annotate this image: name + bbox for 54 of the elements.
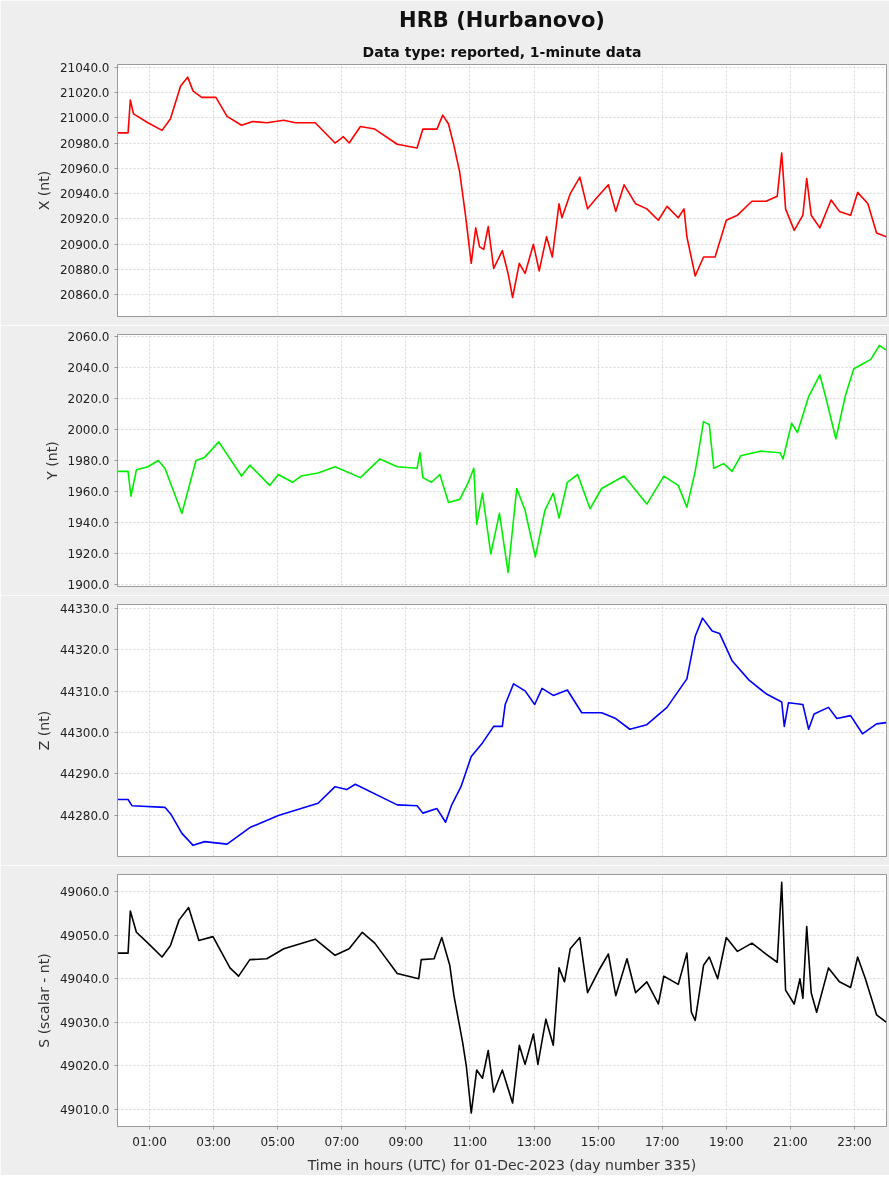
line-series — [117, 617, 887, 847]
y-tick-label: 1920.0 — [67, 547, 110, 562]
y-tick-label: 44300.0 — [59, 726, 110, 741]
y-tick-label: 2020.0 — [67, 391, 110, 406]
y-tick-label: 2040.0 — [67, 360, 110, 375]
y-tick-label: 2060.0 — [67, 329, 110, 344]
x-tick-label: 17:00 — [644, 1134, 680, 1149]
y-tick-label: 21040.0 — [59, 60, 110, 75]
y-axis-title: Y (nt) — [43, 441, 60, 481]
line-series — [117, 881, 887, 1114]
y-tick-label: 44330.0 — [59, 602, 110, 617]
x-tick-label: 13:00 — [516, 1134, 552, 1149]
y-tick-label: 20960.0 — [59, 161, 110, 176]
y-tick-label: 21000.0 — [59, 111, 110, 126]
y-tick-label: 44320.0 — [59, 643, 110, 658]
y-axis-title: S (scalar - nt) — [35, 953, 52, 1048]
y-tick-label: 20920.0 — [59, 212, 110, 227]
y-tick-label: 49060.0 — [59, 885, 110, 900]
chart-title: HRB (Hurbanovo) — [399, 7, 605, 32]
x-axis-title: Time in hours (UTC) for 01-Dec-2023 (day number 335) — [306, 1156, 697, 1173]
y-tick-label: 49030.0 — [59, 1015, 110, 1030]
line-series — [117, 76, 887, 299]
x-tick-label: 07:00 — [324, 1134, 360, 1149]
chart-subtitle: Data type: reported, 1-minute data — [362, 43, 642, 60]
y-axis-title: Z (nt) — [35, 710, 52, 751]
x-tick-label: 23:00 — [837, 1134, 872, 1149]
y-tick-label: 44310.0 — [59, 684, 110, 699]
y-tick-label: 49020.0 — [59, 1059, 110, 1074]
y-tick-label: 2000.0 — [67, 422, 110, 437]
y-tick-label: 20940.0 — [59, 187, 110, 202]
y-axis-title: X (nt) — [35, 170, 52, 211]
y-tick-label: 21020.0 — [59, 85, 110, 100]
x-tick-label: 15:00 — [580, 1134, 616, 1149]
y-tick-label: 1900.0 — [67, 578, 110, 593]
x-tick-label: 05:00 — [260, 1134, 296, 1149]
y-tick-label: 1940.0 — [67, 516, 110, 531]
y-tick-label: 49010.0 — [59, 1102, 110, 1117]
x-tick-label: 19:00 — [709, 1134, 744, 1149]
y-tick-label: 49040.0 — [59, 972, 110, 987]
y-tick-label: 20880.0 — [59, 263, 110, 278]
y-tick-label: 20980.0 — [59, 136, 110, 151]
y-tick-label: 1960.0 — [67, 485, 110, 500]
line-series — [117, 344, 887, 574]
y-tick-label: 20860.0 — [59, 288, 110, 303]
x-tick-label: 21:00 — [773, 1134, 808, 1149]
y-tick-label: 49050.0 — [59, 928, 110, 943]
x-tick-label: 03:00 — [196, 1134, 231, 1149]
x-tick-label: 11:00 — [452, 1134, 488, 1149]
x-tick-label: 09:00 — [388, 1134, 424, 1149]
y-tick-label: 1980.0 — [67, 454, 110, 468]
y-tick-label: 20900.0 — [59, 237, 110, 252]
y-tick-label: 44290.0 — [59, 767, 110, 782]
y-tick-label: 44280.0 — [59, 808, 110, 823]
x-tick-label: 01:00 — [132, 1134, 167, 1149]
